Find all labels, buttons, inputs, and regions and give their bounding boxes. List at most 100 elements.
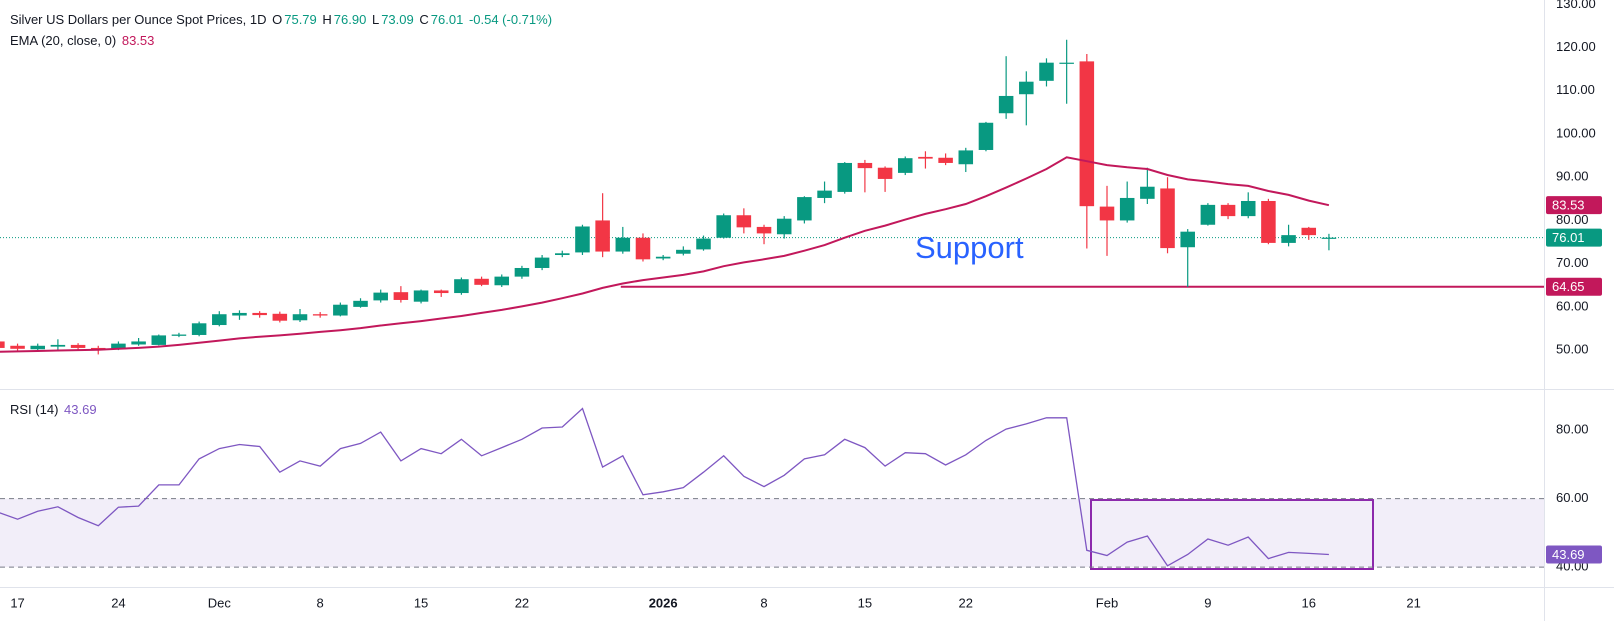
x-tick-label: 16 — [1302, 595, 1316, 610]
candle-body — [837, 162, 852, 192]
rsi-value: 43.69 — [64, 402, 97, 417]
candle-body — [897, 158, 913, 173]
ema-name: EMA (20, close, 0) — [10, 33, 117, 48]
y-tick-label: 80.00 — [1556, 212, 1589, 227]
ohlc-value: 75.79 — [284, 12, 317, 27]
candle-body — [857, 162, 873, 169]
x-tick-label: 17 — [10, 595, 24, 610]
candle-body — [1261, 200, 1276, 243]
x-tick-label: 8 — [317, 595, 324, 610]
candle-body — [131, 341, 146, 345]
candle-body — [1019, 81, 1034, 95]
candle-body — [393, 292, 409, 300]
price-tag — [1546, 277, 1602, 296]
x-tick-label: 22 — [515, 595, 529, 610]
candle-body — [555, 253, 570, 256]
y-tick-label: 60.00 — [1556, 298, 1589, 313]
y-tick-label: 50.00 — [1556, 342, 1589, 357]
candle-body — [615, 237, 631, 252]
candle-body — [514, 267, 530, 277]
rsi-name: RSI (14) — [10, 402, 59, 417]
price-tag-label: 43.69 — [1552, 547, 1585, 562]
y-tick-label: 70.00 — [1556, 255, 1589, 270]
candle-body — [474, 278, 489, 285]
candle-body — [1180, 231, 1195, 248]
y-tick-label: 60.00 — [1556, 490, 1589, 505]
candle-body — [1039, 62, 1054, 81]
candle-body — [10, 345, 25, 349]
ema-value: 83.53 — [121, 33, 155, 48]
candle-body — [70, 344, 86, 348]
x-tick-label: 8 — [760, 595, 767, 610]
ohlc-value: 76.01 — [430, 12, 464, 27]
candle-body — [797, 197, 812, 221]
candle-body — [171, 334, 187, 336]
candle-body — [998, 95, 1014, 114]
candle-body — [212, 314, 227, 326]
y-tick-label: 90.00 — [1556, 169, 1589, 184]
candle-body — [1220, 204, 1236, 217]
candle-body — [373, 292, 388, 301]
y-tick-label: 130.00 — [1556, 0, 1596, 11]
candle-body — [635, 237, 651, 260]
candle-body — [1281, 235, 1296, 243]
candle-body — [353, 300, 368, 307]
candle-body — [575, 226, 590, 253]
candle-body — [433, 290, 449, 294]
candle-body — [676, 249, 691, 254]
y-tick-label: 100.00 — [1556, 125, 1596, 140]
y-tick-label: 80.00 — [1556, 422, 1589, 437]
candle-body — [1301, 227, 1317, 236]
candle-body — [776, 218, 792, 235]
ohlc-key: O — [272, 12, 283, 27]
rsi-band — [0, 498, 1544, 568]
price-tag-label: 64.65 — [1552, 279, 1585, 294]
ohlc-key: L — [371, 12, 380, 27]
candle-body — [696, 238, 711, 250]
symbol-title: Silver US Dollars per Ounce Spot Prices,… — [10, 12, 267, 27]
candle-body — [1321, 237, 1337, 239]
candle-body — [272, 313, 288, 321]
candle-body — [736, 215, 752, 228]
candle-body — [1119, 197, 1135, 221]
x-tick-label: 15 — [414, 595, 428, 610]
candle-body — [30, 345, 45, 350]
candle-body — [756, 226, 772, 234]
ohlc-value: 73.09 — [381, 12, 414, 27]
candle-body — [333, 304, 348, 316]
legend-main: Silver US Dollars per Ounce Spot Prices,… — [10, 12, 554, 27]
rsi-line — [0, 407, 1329, 567]
candle-body — [1099, 206, 1115, 221]
ema-line — [0, 156, 1330, 353]
candle-body — [0, 341, 5, 348]
y-tick-label: 120.00 — [1556, 39, 1596, 54]
candle-body — [1079, 61, 1095, 207]
candle-body — [1200, 204, 1216, 225]
x-tick-label: Dec — [208, 595, 232, 610]
legend-rsi: RSI (14) 43.69 — [10, 402, 99, 417]
candle-body — [877, 167, 893, 179]
candle-body — [232, 312, 247, 316]
legend-ema: EMA (20, close, 0) 83.53 — [10, 33, 156, 48]
candle-body — [1160, 188, 1175, 249]
x-tick-label: 21 — [1406, 595, 1420, 610]
candle-body — [1059, 62, 1074, 64]
candle-body — [191, 323, 207, 335]
candle-body — [252, 312, 267, 316]
support-label: Support — [915, 230, 1024, 265]
candle-body — [494, 276, 510, 286]
candle-body — [716, 215, 731, 238]
candle-body — [312, 314, 328, 316]
candle-body — [534, 257, 550, 268]
price-tag — [1546, 545, 1602, 564]
ohlc-key: C — [419, 12, 429, 27]
candle-body — [413, 290, 429, 302]
change: -0.54 (-0.71%) — [468, 12, 553, 27]
candle-body — [151, 335, 167, 345]
x-tick-label: 24 — [111, 595, 125, 610]
candle-body — [817, 190, 832, 198]
candle-body — [1240, 200, 1256, 217]
price-tag — [1546, 228, 1602, 247]
candle-body — [111, 343, 126, 350]
